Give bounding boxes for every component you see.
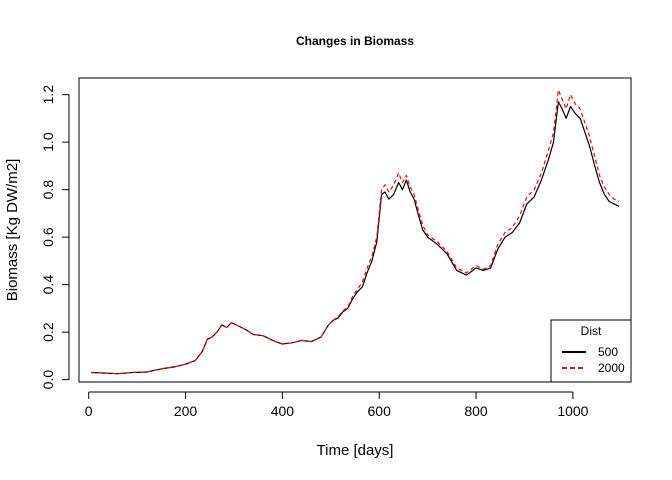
y-tick-label: 1.2 bbox=[40, 85, 56, 105]
x-tick-label: 0 bbox=[85, 403, 93, 419]
plot-frame bbox=[78, 77, 632, 383]
x-axis: 0 200 400 600 800 1000 bbox=[85, 391, 589, 419]
y-tick-label: 0.8 bbox=[40, 180, 56, 200]
x-axis-label: Time [days] bbox=[317, 442, 394, 459]
y-axis-label: Biomass [Kg DW/m2] bbox=[4, 159, 21, 302]
y-axis: 0.0 0.2 0.4 0.6 0.8 1.0 1.2 bbox=[40, 85, 70, 390]
legend-label-500: 500 bbox=[598, 345, 618, 359]
y-tick-label: 0.0 bbox=[40, 370, 56, 390]
x-tick-label: 400 bbox=[271, 403, 295, 419]
y-tick-label: 0.4 bbox=[40, 275, 56, 295]
x-tick-label: 200 bbox=[174, 403, 198, 419]
x-tick-label: 1000 bbox=[557, 403, 588, 419]
chart-title: Changes in Biomass bbox=[296, 34, 414, 48]
legend-label-2000: 2000 bbox=[598, 361, 625, 375]
x-tick-label: 600 bbox=[368, 403, 392, 419]
x-tick-label: 800 bbox=[464, 403, 488, 419]
y-tick-label: 0.2 bbox=[40, 322, 56, 342]
y-tick-label: 0.6 bbox=[40, 227, 56, 247]
y-tick-label: 1.0 bbox=[40, 132, 56, 152]
legend-items: 500 2000 bbox=[562, 345, 625, 375]
legend-title: Dist bbox=[581, 324, 602, 338]
series-line-2000 bbox=[91, 89, 620, 375]
legend: Dist 500 2000 bbox=[550, 319, 632, 383]
series-line-500 bbox=[91, 101, 620, 375]
series-layer bbox=[91, 89, 620, 375]
